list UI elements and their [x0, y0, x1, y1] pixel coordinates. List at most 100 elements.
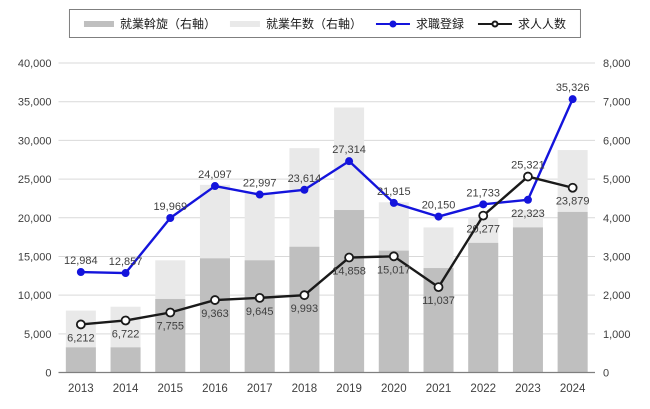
right-axis-tick: 0: [603, 368, 609, 380]
legend-open-circle-line-swatch: [478, 19, 513, 29]
filled-circle-marker: [166, 213, 175, 222]
legend-item-2: 就業年数（右軸）: [229, 15, 362, 32]
filled-circle-marker: [523, 195, 532, 204]
data-label: 35,326: [556, 82, 590, 94]
open-circle-marker: [388, 251, 399, 262]
jobs-offered-line: [80, 175, 573, 326]
x-axis-label: 2023: [515, 383, 541, 395]
open-circle-marker: [433, 282, 444, 293]
open-circle-marker: [254, 292, 265, 303]
bar-dark: [199, 258, 230, 373]
data-label: 22,323: [511, 208, 545, 220]
filled-circle-marker: [210, 182, 219, 191]
legend-bar-swatch: [229, 20, 260, 27]
legend-filled-circle-line-swatch: [376, 19, 410, 29]
x-axis-label: 2015: [157, 383, 183, 395]
x-axis-label: 2016: [202, 383, 228, 395]
open-circle-marker: [210, 295, 220, 305]
data-label: 27,314: [332, 144, 366, 156]
left-axis-tick: 20,000: [18, 213, 52, 225]
right-axis-tick: 2,000: [603, 290, 631, 302]
filled-circle-marker: [568, 95, 577, 104]
chart-legend: 就業斡旋（右軸） 就業年数（右軸） 求職登録 求人人数: [68, 9, 582, 38]
data-label: 6,212: [67, 332, 95, 344]
filled-circle-marker: [345, 157, 354, 166]
data-label: 14,858: [332, 266, 366, 278]
legend-label: 就業年数（右軸）: [265, 17, 362, 31]
x-axis-label: 2017: [247, 383, 273, 395]
open-circle-marker: [120, 315, 131, 326]
left-axis-tick: 0: [45, 368, 51, 380]
right-axis-tick: 7,000: [603, 97, 631, 109]
legend-label: 求人人数: [518, 17, 567, 31]
data-label: 6,722: [112, 328, 140, 340]
data-label: 22,997: [243, 178, 277, 190]
jobseeker-line: [80, 98, 574, 275]
open-circle-marker: [478, 210, 489, 221]
x-axis-label: 2021: [426, 383, 452, 395]
legend-label: 求職登録: [416, 17, 465, 31]
data-label: 11,037: [422, 295, 455, 307]
right-axis-tick: 1,000: [603, 329, 631, 341]
bar-dark: [512, 227, 543, 373]
filled-circle-marker: [76, 268, 85, 277]
data-label: 12,984: [64, 255, 98, 267]
x-axis-label: 2018: [292, 383, 318, 395]
open-circle-marker: [523, 171, 533, 182]
left-axis-tick: 10,000: [18, 290, 52, 302]
data-label: 9,363: [201, 308, 229, 320]
legend-bar-swatch: [83, 20, 114, 27]
legend-item-3: 求職登録: [376, 15, 464, 32]
right-axis-tick: 5,000: [603, 174, 631, 186]
data-label: 23,879: [556, 196, 590, 208]
filled-circle-marker: [479, 200, 488, 209]
x-axis-label: 2024: [560, 383, 586, 395]
open-circle-marker: [165, 307, 176, 318]
data-label: 21,733: [466, 187, 500, 199]
open-circle-marker: [75, 319, 86, 330]
x-axis-label: 2022: [470, 383, 496, 395]
data-label: 20,277: [466, 224, 500, 236]
right-axis-tick: 4,000: [603, 213, 631, 225]
filled-circle-marker: [300, 185, 309, 194]
bar-dark: [557, 211, 588, 373]
data-label: 12,857: [109, 256, 143, 268]
legend-label: 就業斡旋（右軸）: [119, 17, 216, 31]
left-axis-tick: 35,000: [18, 97, 52, 109]
data-label: 21,915: [377, 186, 411, 198]
x-axis-label: 2014: [113, 383, 139, 395]
right-axis-tick: 6,000: [603, 135, 631, 147]
bar-dark: [378, 250, 409, 373]
bar-dark: [289, 246, 320, 373]
left-axis-tick: 40,000: [18, 58, 52, 70]
filled-circle-marker: [389, 198, 398, 207]
bar-dark: [110, 347, 141, 373]
x-axis-label: 2013: [68, 383, 94, 395]
bar-dark: [244, 260, 275, 373]
filled-circle-marker: [255, 190, 264, 199]
data-label: 7,755: [157, 320, 185, 332]
left-axis-tick: 25,000: [18, 174, 52, 186]
bar-dark: [468, 242, 499, 373]
data-label: 15,017: [377, 264, 411, 276]
x-axis-label: 2019: [336, 383, 362, 395]
left-axis-tick: 30,000: [18, 135, 52, 147]
legend-item-1: 就業斡旋（右軸）: [83, 15, 216, 32]
open-circle-marker: [567, 182, 578, 193]
data-label: 9,645: [246, 306, 274, 318]
legend-item-4: 求人人数: [478, 15, 566, 32]
data-label: 19,969: [153, 201, 187, 213]
filled-circle-marker: [434, 212, 443, 221]
open-circle-marker: [299, 290, 310, 301]
bar-dark: [334, 210, 365, 373]
right-axis-tick: 3,000: [603, 251, 631, 263]
data-label: 24,097: [198, 169, 232, 181]
left-axis-tick: 15,000: [18, 251, 52, 263]
data-label: 25,321: [511, 160, 545, 172]
x-axis-label: 2020: [381, 383, 407, 395]
bar-dark: [65, 347, 96, 373]
left-axis-tick: 5,000: [24, 329, 52, 341]
open-circle-marker: [344, 252, 355, 263]
